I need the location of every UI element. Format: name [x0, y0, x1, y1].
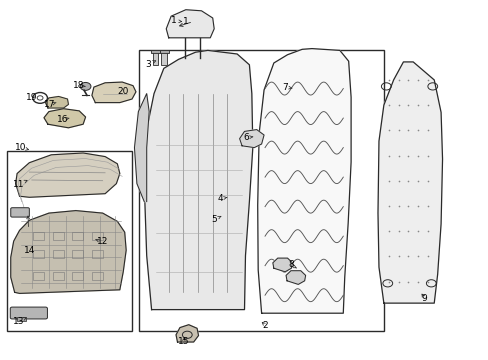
Bar: [53, 272, 63, 280]
FancyBboxPatch shape: [10, 307, 47, 319]
Bar: [160, 50, 168, 53]
Bar: [53, 232, 63, 240]
Text: 14: 14: [23, 246, 35, 255]
Bar: [92, 232, 102, 240]
Circle shape: [80, 82, 91, 90]
Text: 17: 17: [44, 100, 56, 109]
Text: 6: 6: [243, 133, 248, 142]
Polygon shape: [377, 62, 442, 303]
Polygon shape: [16, 153, 120, 197]
Text: 3: 3: [144, 60, 150, 69]
Bar: [139, 50, 383, 331]
Text: 20: 20: [117, 87, 129, 96]
Text: 15: 15: [177, 338, 189, 346]
Polygon shape: [272, 258, 292, 272]
Bar: [53, 250, 63, 258]
Bar: [72, 232, 83, 240]
Text: 1: 1: [183, 17, 188, 26]
Text: 18: 18: [72, 81, 84, 90]
Polygon shape: [144, 50, 252, 310]
Bar: [72, 250, 83, 258]
Polygon shape: [45, 96, 68, 108]
Text: 19: 19: [25, 94, 37, 102]
Text: 1: 1: [170, 16, 176, 25]
Bar: [33, 232, 44, 240]
Bar: [33, 272, 44, 280]
Polygon shape: [11, 211, 126, 293]
Bar: [92, 272, 102, 280]
Bar: [151, 50, 160, 53]
Polygon shape: [285, 271, 305, 284]
Text: 7: 7: [282, 83, 287, 91]
Text: 10: 10: [15, 143, 26, 152]
Polygon shape: [257, 49, 350, 313]
Text: 5: 5: [211, 215, 217, 224]
Polygon shape: [134, 94, 149, 202]
Text: 13: 13: [13, 317, 24, 325]
Bar: [72, 272, 83, 280]
Text: 4: 4: [217, 194, 223, 203]
Text: 12: 12: [97, 238, 108, 246]
Bar: [17, 317, 26, 321]
Polygon shape: [92, 82, 136, 103]
Polygon shape: [176, 325, 198, 342]
Text: 2: 2: [262, 321, 268, 330]
Bar: [33, 250, 44, 258]
Text: 11: 11: [13, 180, 24, 189]
Polygon shape: [166, 10, 214, 38]
Text: 16: 16: [57, 115, 68, 124]
Bar: [7, 151, 132, 331]
Bar: [161, 50, 167, 65]
Bar: [92, 250, 102, 258]
Bar: [152, 50, 158, 65]
Polygon shape: [44, 109, 85, 128]
Polygon shape: [239, 130, 264, 148]
Text: 9: 9: [421, 294, 427, 302]
FancyBboxPatch shape: [11, 208, 29, 217]
Text: 8: 8: [287, 261, 293, 269]
